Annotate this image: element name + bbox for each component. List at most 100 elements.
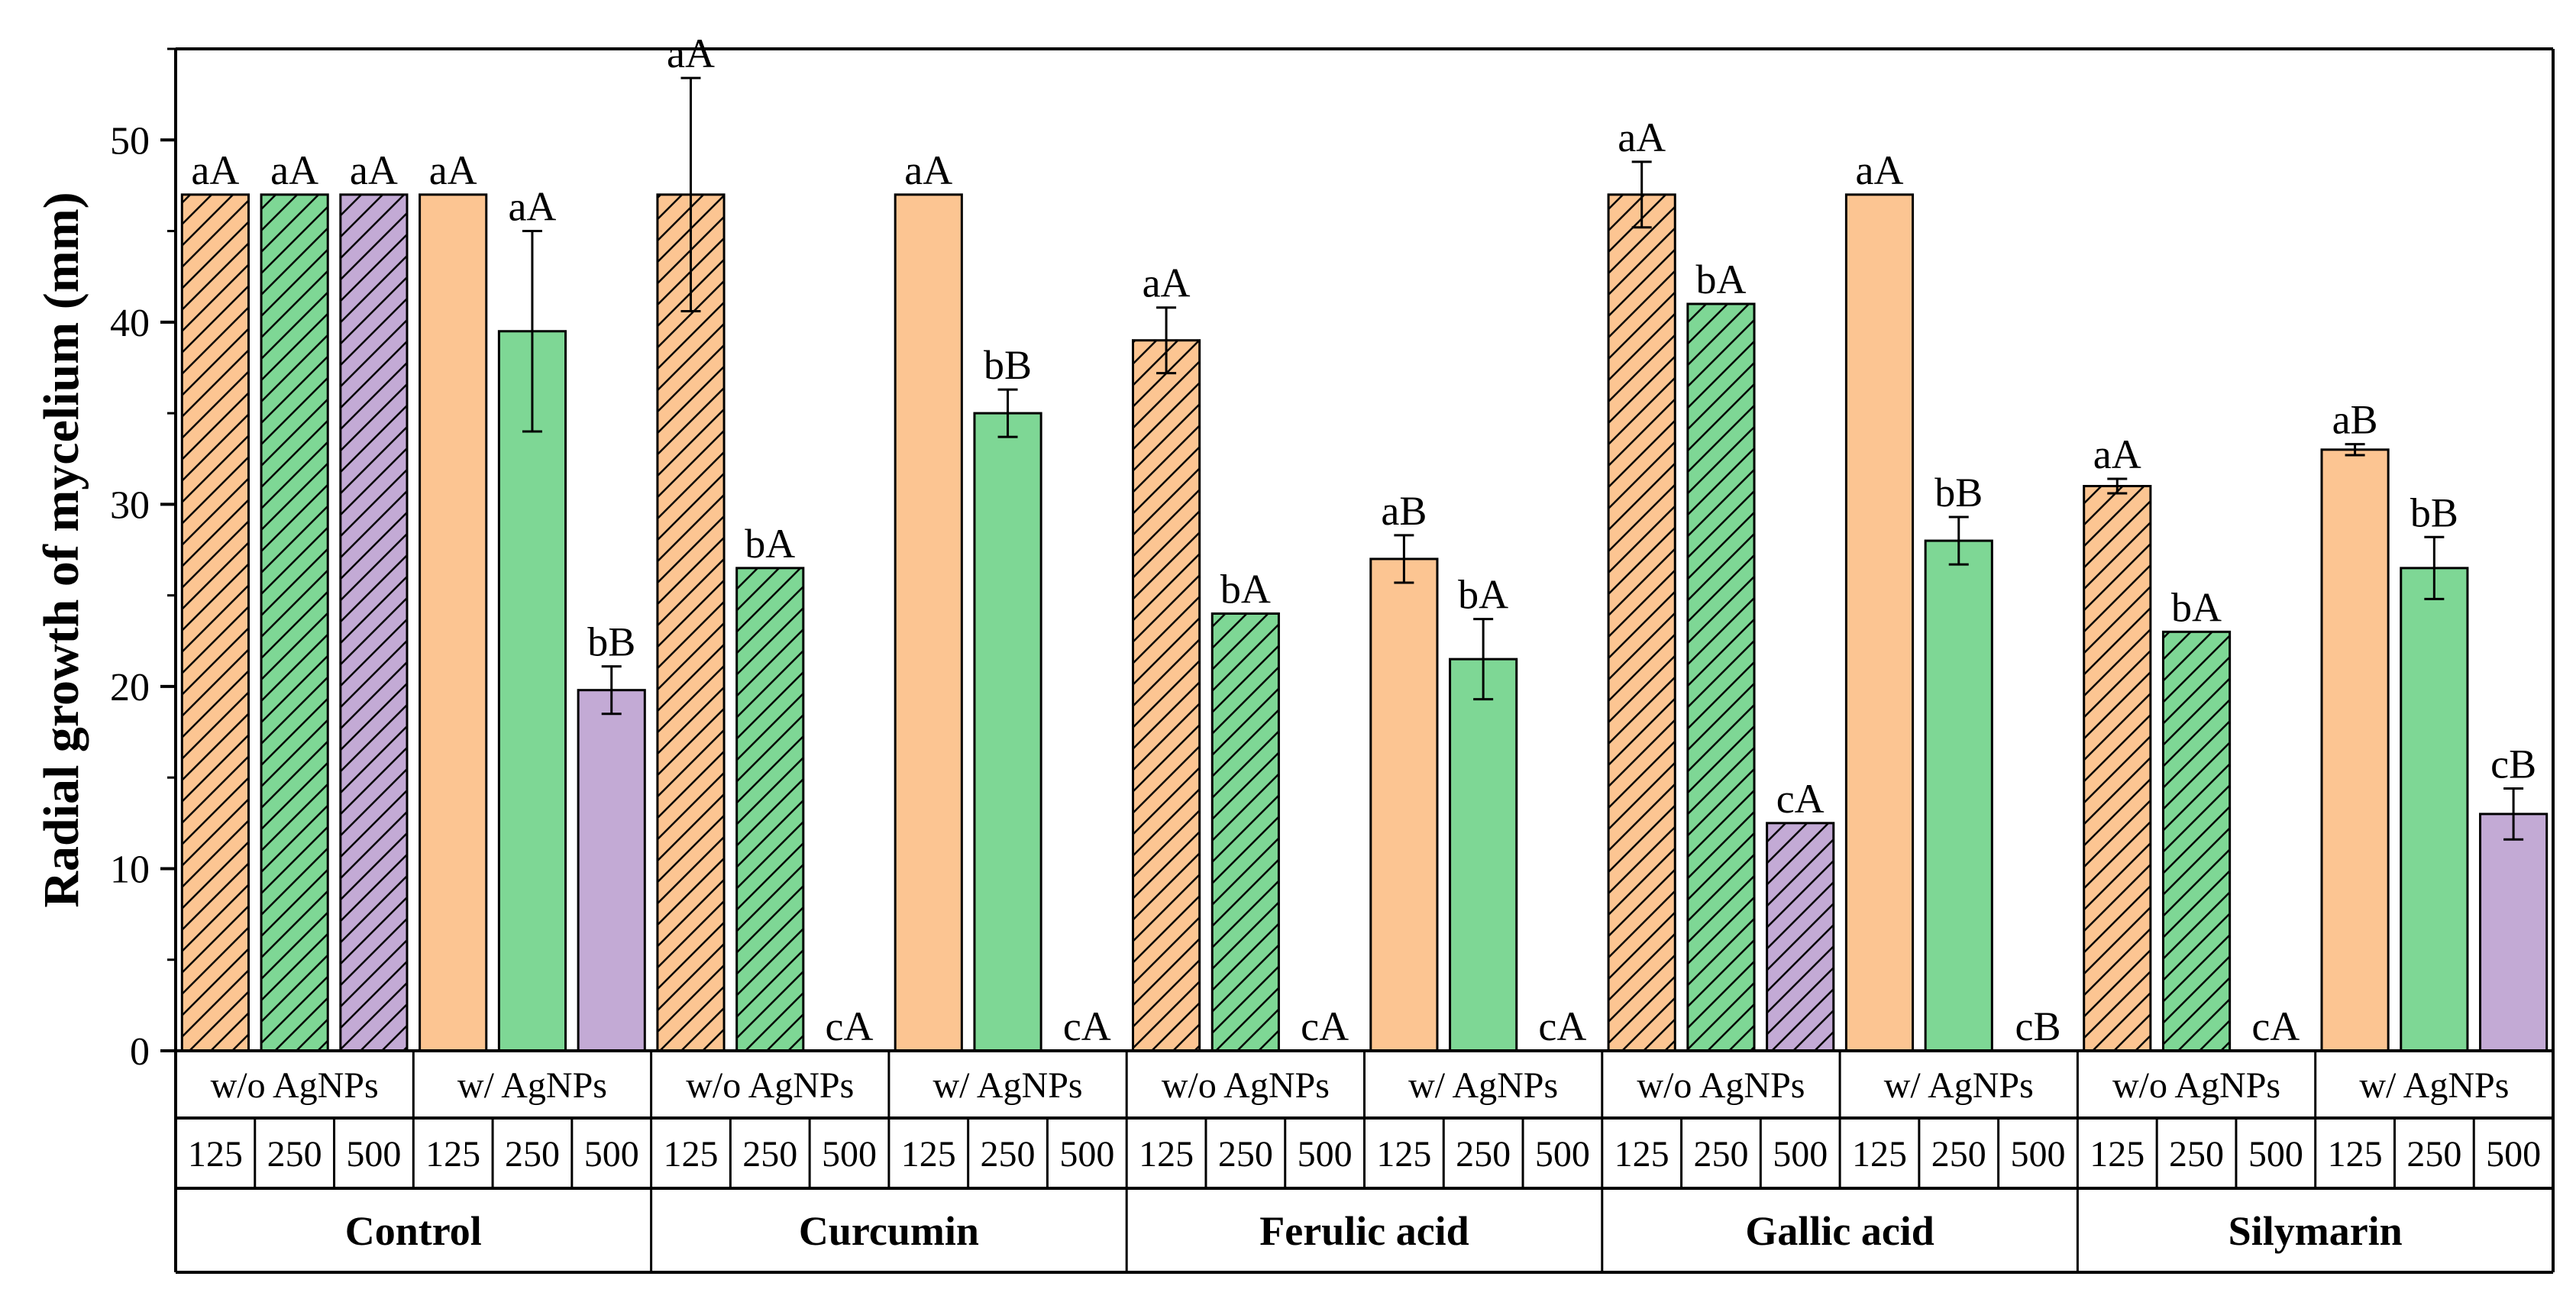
bar [419, 194, 486, 1051]
concentration-label: 250 [1931, 1134, 1986, 1175]
concentration-label: 250 [981, 1134, 1036, 1175]
significance-label: aA [904, 147, 952, 193]
y-tick-label: 40 [110, 302, 150, 345]
bar-hatch [1212, 613, 1279, 1051]
y-axis-title: Radial growth of mycelium (mm) [34, 192, 89, 907]
concentration-label: 125 [188, 1134, 243, 1175]
bar-hatch [1608, 194, 1676, 1051]
concentration-label: 125 [1852, 1134, 1907, 1175]
condition-label: w/ AgNPs [1884, 1065, 2034, 1106]
significance-label: aA [191, 147, 239, 193]
y-tick-label: 50 [110, 119, 150, 163]
significance-label: cA [1301, 1003, 1349, 1049]
bar-hatch [2163, 632, 2230, 1051]
concentration-label: 500 [584, 1134, 639, 1175]
bar [1450, 659, 1517, 1051]
concentration-label: 125 [2090, 1134, 2145, 1175]
bar-hatch [657, 194, 725, 1051]
condition-label: w/ AgNPs [457, 1065, 607, 1106]
condition-label: w/ AgNPs [2359, 1065, 2509, 1106]
concentration-label: 250 [1456, 1134, 1511, 1175]
condition-label: w/ AgNPs [1408, 1065, 1558, 1106]
concentration-label: 250 [505, 1134, 560, 1175]
significance-label: aB [2332, 397, 2378, 443]
significance-label: aA [1143, 260, 1191, 306]
bar [974, 413, 1042, 1051]
concentration-label: 125 [2328, 1134, 2383, 1175]
y-tick-label: 20 [110, 666, 150, 709]
bar [1846, 194, 1913, 1051]
significance-label: aB [1381, 488, 1427, 534]
concentration-label: 500 [1535, 1134, 1590, 1175]
significance-label: aA [1855, 147, 1903, 193]
bar-hatch [1766, 822, 1834, 1051]
bar-hatch [2083, 486, 2151, 1051]
concentration-label: 250 [1218, 1134, 1273, 1175]
bar [578, 690, 645, 1051]
concentration-label: 500 [2248, 1134, 2303, 1175]
concentration-label: 500 [1059, 1134, 1114, 1175]
concentration-label: 250 [742, 1134, 797, 1175]
condition-label: w/o AgNPs [2112, 1065, 2280, 1106]
significance-label: aA [429, 147, 477, 193]
significance-label: cA [1063, 1003, 1111, 1049]
significance-label: bA [1458, 572, 1508, 618]
bar [2480, 813, 2547, 1051]
significance-label: cB [2015, 1003, 2061, 1049]
concentration-label: 250 [2406, 1134, 2461, 1175]
bar-hatch [1133, 340, 1200, 1051]
significance-label: aA [270, 147, 318, 193]
concentration-label: 125 [1376, 1134, 1431, 1175]
concentration-label: 500 [346, 1134, 401, 1175]
significance-label: bA [1695, 257, 1746, 302]
significance-label: aA [2093, 431, 2141, 477]
bar-hatch [261, 194, 328, 1051]
significance-label: cA [1776, 776, 1825, 822]
concentration-label: 250 [1693, 1134, 1748, 1175]
concentration-label: 500 [1773, 1134, 1828, 1175]
condition-label: w/o AgNPs [211, 1065, 379, 1106]
condition-label: w/o AgNPs [686, 1065, 854, 1106]
concentration-label: 500 [822, 1134, 877, 1175]
treatment-label: Gallic acid [1745, 1208, 1934, 1254]
bar-hatch [736, 567, 803, 1051]
significance-label: bA [1220, 566, 1271, 612]
significance-label: bB [1934, 470, 1983, 515]
significance-label: aA [1618, 115, 1666, 160]
concentration-label: 125 [663, 1134, 718, 1175]
significance-label: aA [508, 184, 556, 230]
condition-label: w/o AgNPs [1637, 1065, 1805, 1106]
bar-hatch [1687, 303, 1755, 1051]
bar [2400, 567, 2468, 1051]
bar [499, 331, 566, 1051]
concentration-label: 250 [2169, 1134, 2224, 1175]
significance-label: cA [2251, 1003, 2300, 1049]
concentration-label: 250 [267, 1134, 322, 1175]
significance-label: bB [587, 619, 635, 665]
bar [895, 194, 962, 1051]
bar-hatch [182, 194, 249, 1051]
bar [1370, 558, 1437, 1051]
bar-hatch [340, 194, 407, 1051]
y-tick-label: 10 [110, 848, 150, 891]
treatment-label: Curcumin [799, 1208, 979, 1254]
bar [1925, 541, 1993, 1051]
bar [2322, 449, 2389, 1051]
concentration-label: 125 [1614, 1134, 1669, 1175]
treatment-label: Ferulic acid [1259, 1208, 1469, 1254]
condition-label: w/o AgNPs [1162, 1065, 1330, 1106]
treatment-label: Silymarin [2229, 1208, 2403, 1254]
concentration-label: 125 [1139, 1134, 1194, 1175]
concentration-label: 500 [2011, 1134, 2066, 1175]
significance-label: cA [826, 1003, 874, 1049]
concentration-label: 125 [901, 1134, 956, 1175]
y-tick-label: 30 [110, 483, 150, 527]
significance-label: cA [1538, 1003, 1586, 1049]
significance-label: bB [984, 342, 1032, 388]
condition-label: w/ AgNPs [933, 1065, 1083, 1106]
treatment-label: Control [345, 1208, 482, 1254]
significance-label: bA [745, 521, 795, 567]
significance-label: bA [2171, 584, 2222, 630]
